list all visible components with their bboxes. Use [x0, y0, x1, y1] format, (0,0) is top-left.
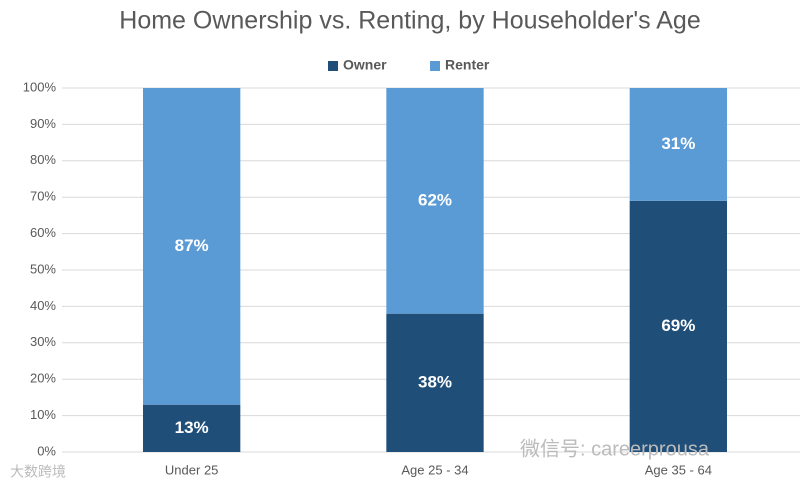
bar-segment [629, 200, 727, 452]
y-tick-label: 60% [30, 225, 56, 240]
y-tick-label: 30% [30, 334, 56, 349]
legend-swatch [328, 61, 338, 71]
bar-segment [629, 88, 727, 201]
x-tick-label: Age 25 - 34 [401, 462, 468, 477]
data-label: 13% [175, 418, 209, 437]
y-tick-label: 50% [30, 261, 56, 276]
y-tick-label: 0% [37, 443, 56, 458]
bar-segment [386, 88, 484, 314]
y-tick-label: 80% [30, 152, 56, 167]
data-label: 69% [661, 316, 695, 335]
data-label: 87% [175, 236, 209, 255]
legend-label: Owner [343, 57, 387, 73]
bar-segment [143, 404, 241, 452]
chart-title: Home Ownership vs. Renting, by Household… [119, 7, 700, 35]
bar-segment [386, 313, 484, 452]
data-label: 38% [418, 372, 452, 391]
legend-label: Renter [445, 57, 490, 73]
y-tick-label: 20% [30, 371, 56, 386]
x-tick-label: Age 35 - 64 [645, 462, 712, 477]
y-tick-label: 10% [30, 407, 56, 422]
watermark: 大数跨境 [10, 464, 66, 480]
data-label: 62% [418, 190, 452, 209]
watermark: 微信号: careerprousa [520, 437, 710, 460]
x-tick-label: Under 25 [165, 462, 218, 477]
y-tick-label: 100% [23, 79, 57, 94]
y-tick-label: 40% [30, 298, 56, 313]
y-tick-label: 90% [30, 116, 56, 131]
y-tick-label: 70% [30, 189, 56, 204]
bar-segment [143, 88, 241, 405]
data-label: 31% [661, 134, 695, 153]
legend-swatch [430, 61, 440, 71]
